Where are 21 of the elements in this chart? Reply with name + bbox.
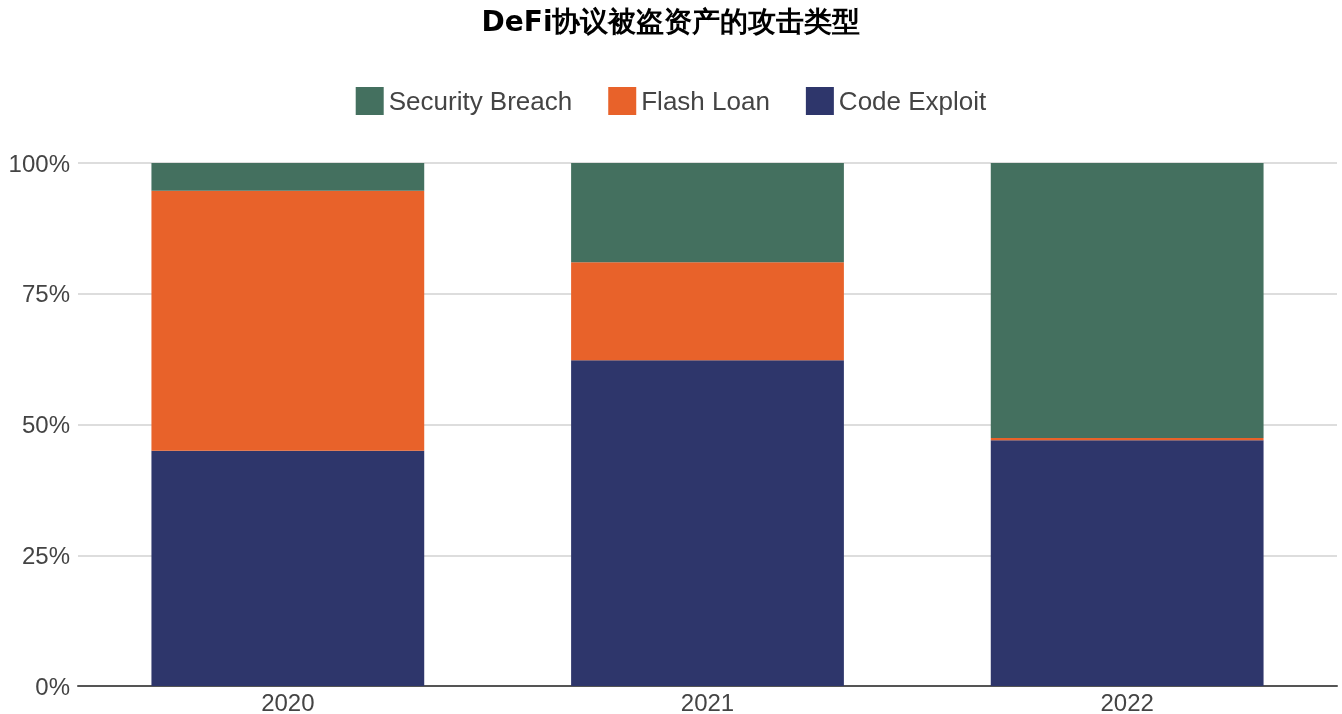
y-tick-label: 25%	[21, 541, 70, 569]
bar	[571, 163, 844, 263]
bar	[151, 450, 425, 686]
legend-label: Code Exploit	[838, 86, 988, 116]
legend-label: Flash Loan	[641, 86, 770, 116]
bar	[571, 262, 844, 361]
bar	[990, 438, 1264, 441]
y-tick-label: 0%	[35, 672, 70, 700]
y-tick-label: 100%	[8, 149, 70, 177]
x-tick-label: 2021	[680, 688, 735, 714]
y-tick-label: 75%	[21, 280, 70, 308]
bar	[990, 440, 1264, 686]
chart-title: DeFi协议被盗资产的攻击类型	[481, 4, 861, 38]
bar	[990, 163, 1264, 439]
x-tick-label: 2022	[1100, 688, 1154, 714]
bar	[571, 360, 844, 686]
bar	[151, 163, 425, 191]
y-tick-label: 50%	[21, 411, 70, 438]
bar	[151, 190, 425, 451]
legend-label: Security Breach	[388, 86, 573, 116]
x-tick-label: 2020	[261, 688, 315, 714]
